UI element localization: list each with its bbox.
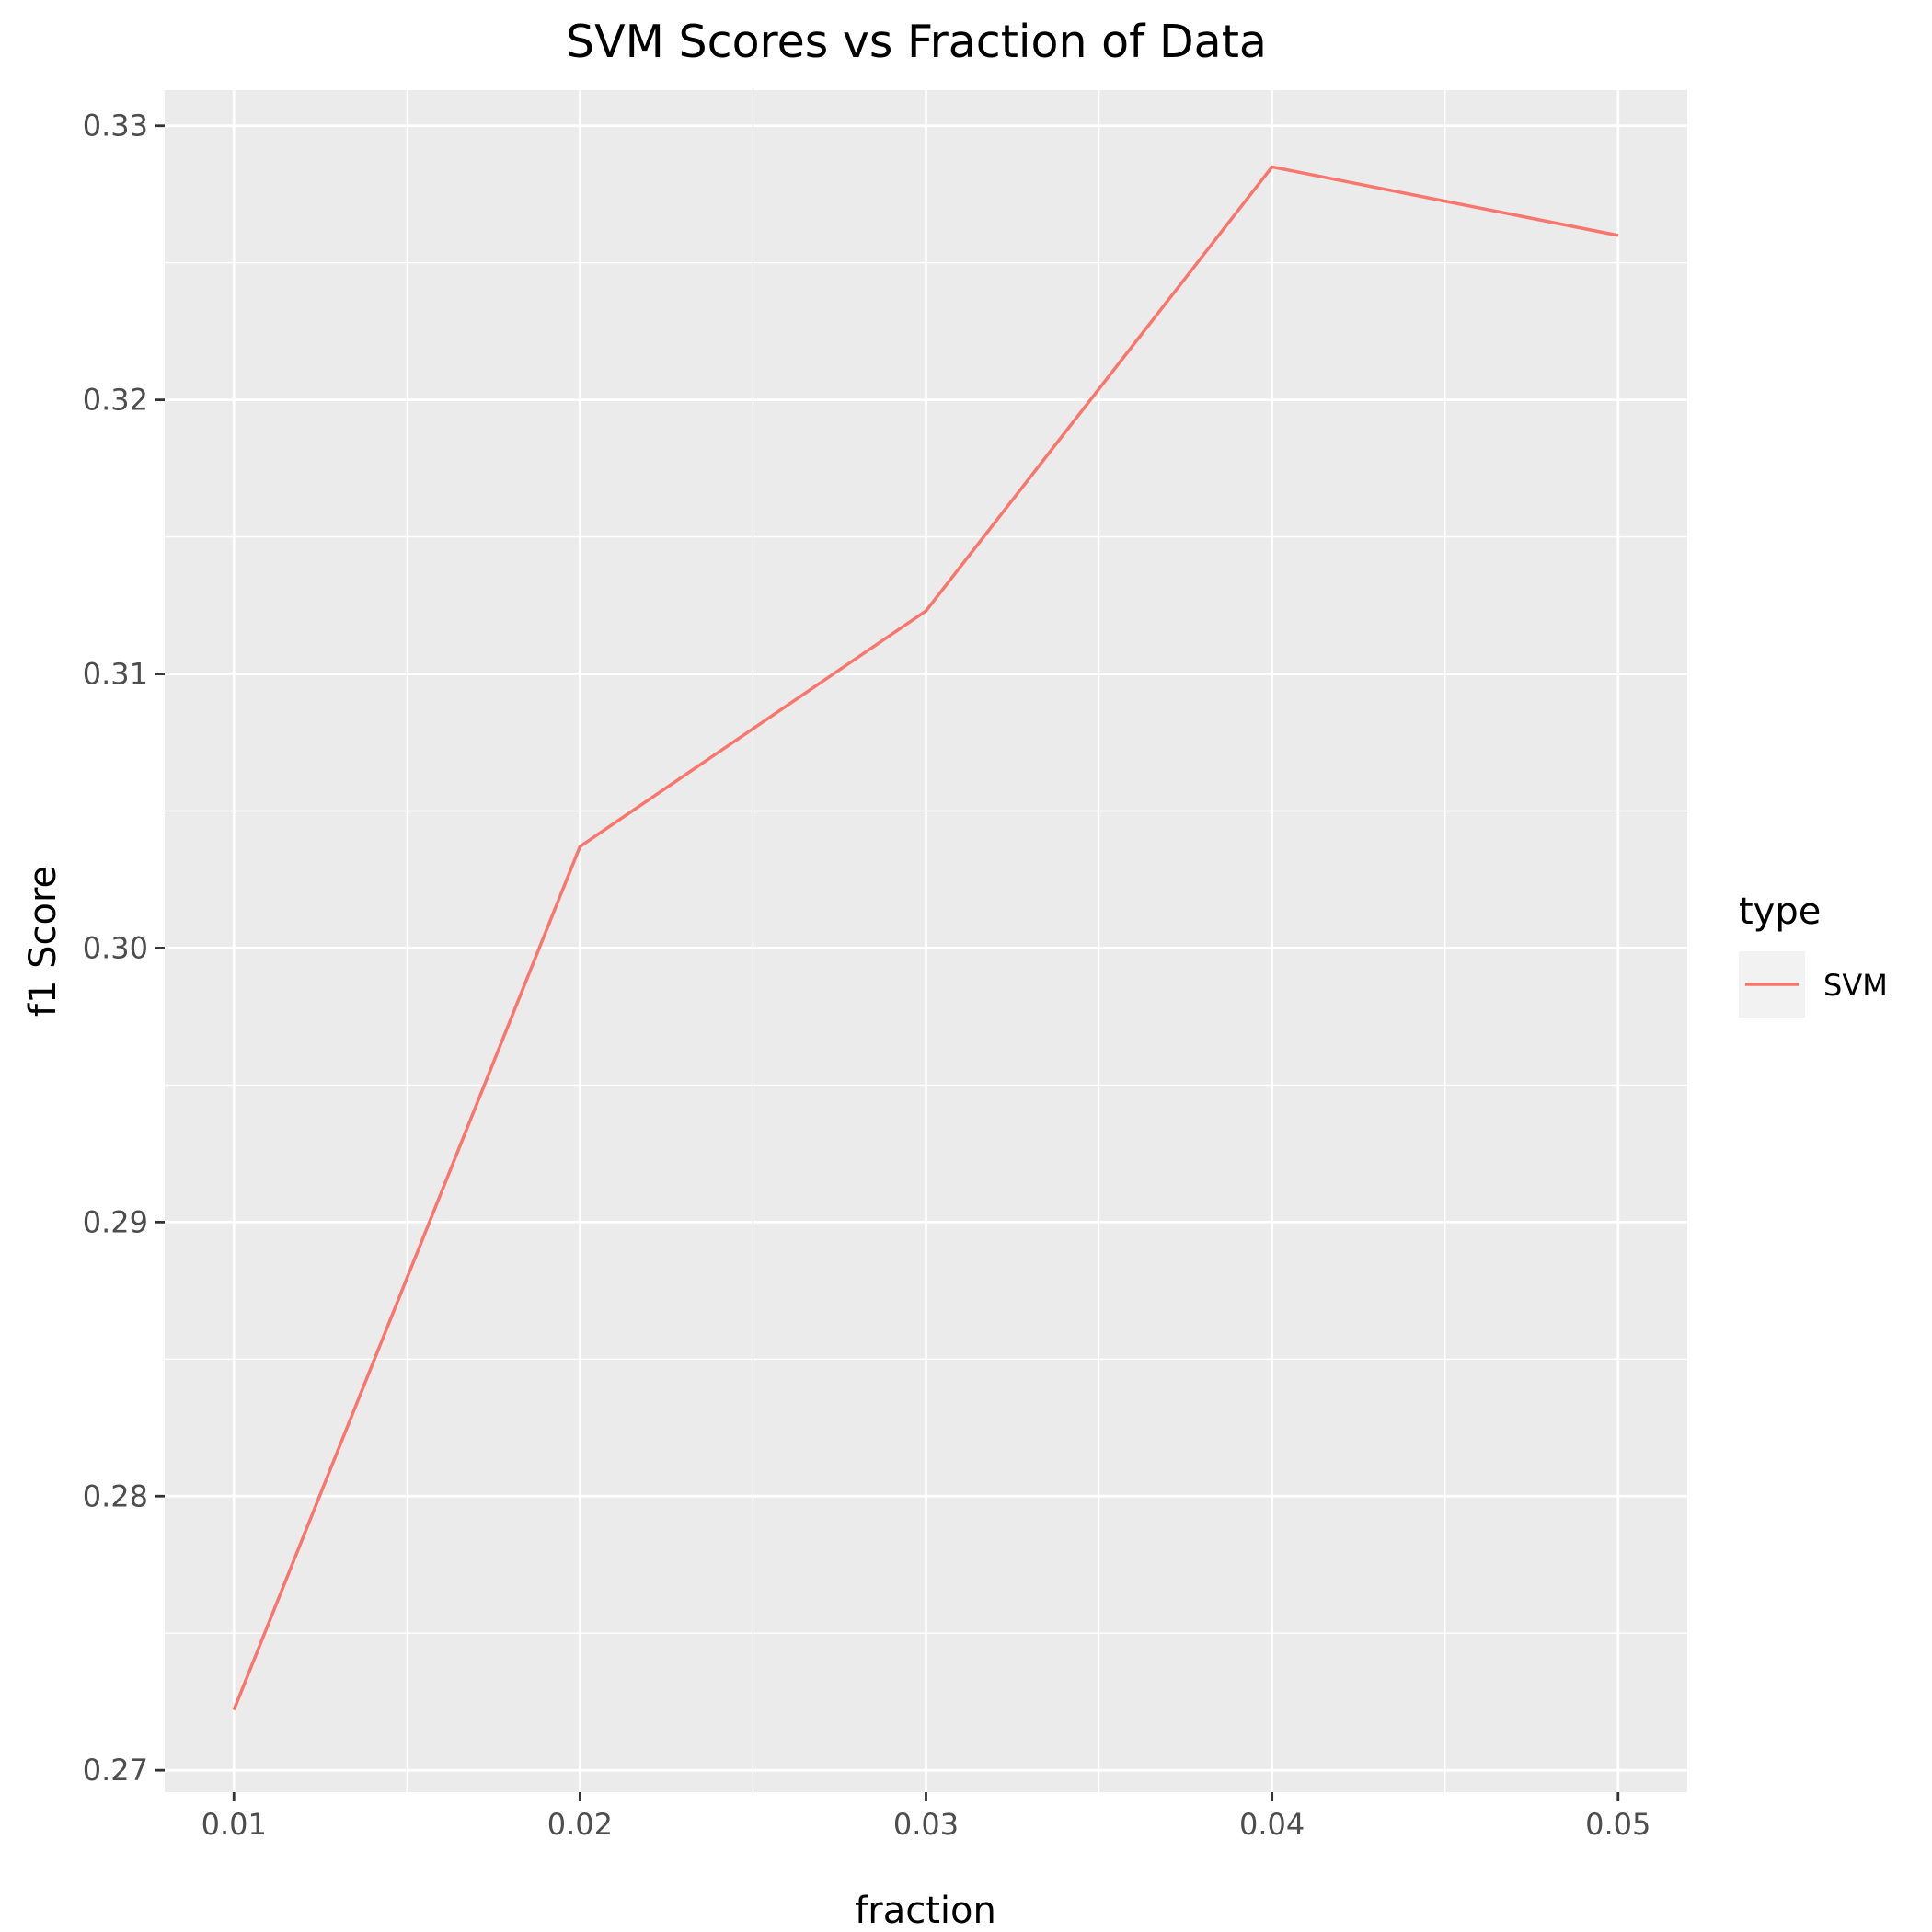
legend: type SVM [1739, 891, 1888, 1018]
series-layer [232, 165, 1619, 1711]
x-axis-title: fraction [855, 1890, 996, 1932]
y-tick-label: 0.27 [83, 1753, 148, 1788]
y-tick-label: 0.30 [83, 930, 148, 965]
major-gridlines [165, 90, 1687, 1792]
y-axis-tick-labels: 0.27 0.28 0.29 0.30 0.31 0.32 0.33 [83, 109, 148, 1788]
x-tick-label: 0.03 [893, 1807, 959, 1842]
chart-title: SVM Scores vs Fraction of Data [566, 16, 1267, 68]
x-tick-label: 0.01 [201, 1807, 267, 1842]
series-line-svm [232, 165, 1619, 1711]
legend-title: type [1739, 891, 1821, 933]
y-tick-label: 0.31 [83, 657, 148, 692]
legend-label-svm: SVM [1823, 968, 1888, 1003]
y-tick-label: 0.28 [83, 1478, 148, 1513]
y-tick-label: 0.33 [83, 109, 148, 144]
y-axis-title: f1 Score [22, 866, 64, 1017]
axis-ticks [155, 124, 1620, 1801]
x-axis-tick-labels: 0.01 0.02 0.03 0.04 0.05 [201, 1807, 1651, 1842]
y-tick-label: 0.32 [83, 383, 148, 418]
y-tick-label: 0.29 [83, 1204, 148, 1239]
x-tick-label: 0.05 [1585, 1807, 1650, 1842]
x-tick-label: 0.04 [1239, 1807, 1305, 1842]
x-tick-label: 0.02 [547, 1807, 613, 1842]
